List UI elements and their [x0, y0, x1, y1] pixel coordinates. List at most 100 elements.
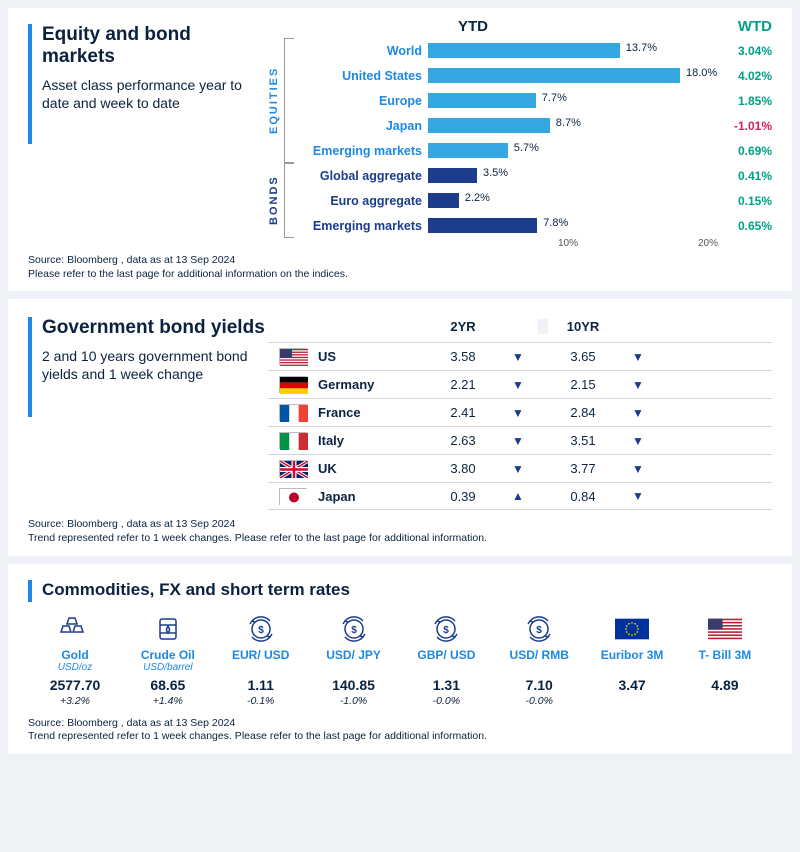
trend-arrow-icon: ▼ — [618, 462, 658, 476]
bracket-icon — [284, 38, 294, 163]
wtd-value: 0.41% — [712, 169, 772, 183]
yield-10yr: 2.84 — [548, 405, 618, 420]
svg-text:$: $ — [351, 625, 357, 636]
bar-value: 7.8% — [543, 217, 568, 229]
trend-arrow-icon: ▲ — [498, 489, 538, 503]
x-axis: 10% 20% — [428, 238, 708, 252]
card-value: 7.10 — [496, 677, 582, 693]
flag-icon — [268, 460, 318, 477]
table-row: Italy2.63▼3.51▼ — [268, 426, 772, 454]
card-name: Euribor 3M — [589, 648, 675, 662]
accent-bar — [28, 580, 32, 602]
flag-us-icon — [682, 614, 768, 644]
bar-track: 3.5% — [428, 168, 708, 183]
trend-arrow-icon: ▼ — [618, 350, 658, 364]
card-name: T- Bill 3M — [682, 648, 768, 662]
row-label: World — [298, 44, 428, 58]
row-label: Europe — [298, 94, 428, 108]
accent-bar — [28, 317, 32, 417]
flag-icon — [268, 376, 318, 393]
card-change: -0.0% — [403, 695, 489, 707]
fx-icon: $ — [311, 614, 397, 644]
svg-text:$: $ — [536, 625, 542, 636]
card-value: 3.47 — [589, 677, 675, 693]
wtd-value: 0.69% — [712, 144, 772, 158]
bar — [428, 168, 477, 183]
fx-icon: $ — [496, 614, 582, 644]
fx-icon: $ — [403, 614, 489, 644]
bar-row: Emerging markets7.8%0.65% — [298, 213, 772, 238]
flag-icon — [268, 348, 318, 365]
panel2-subtitle: 2 and 10 years government bond yields an… — [42, 347, 268, 383]
panel-equity-bond: Equity and bond markets Asset class perf… — [8, 8, 792, 291]
bar-value: 7.7% — [542, 92, 567, 104]
bar-value: 5.7% — [514, 142, 539, 154]
card-name: USD/ JPY — [311, 648, 397, 662]
accent-bar — [28, 24, 32, 144]
trend-arrow-icon: ▼ — [498, 350, 538, 364]
col-header-ytd: YTD — [458, 18, 488, 35]
card-name: GBP/ USD — [403, 648, 489, 662]
row-label: Emerging markets — [298, 144, 428, 158]
card-name: EUR/ USD — [218, 648, 304, 662]
yield-2yr: 3.80 — [428, 461, 498, 476]
card-value: 140.85 — [311, 677, 397, 693]
table-row: France2.41▼2.84▼ — [268, 398, 772, 426]
bar-track: 2.2% — [428, 193, 708, 208]
country-name: US — [318, 349, 428, 364]
bar — [428, 143, 508, 158]
commodity-card: T- Bill 3M 4.89 — [682, 614, 768, 707]
bar — [428, 118, 550, 133]
bar — [428, 43, 620, 58]
card-change: -0.1% — [218, 695, 304, 707]
card-value: 68.65 — [125, 677, 211, 693]
yield-10yr: 0.84 — [548, 489, 618, 504]
bar-track: 18.0% — [428, 68, 708, 83]
yield-10yr: 2.15 — [548, 377, 618, 392]
bar-value: 13.7% — [626, 42, 657, 54]
panel1-subtitle: Asset class performance year to date and… — [42, 76, 268, 112]
table-row: UK3.80▼3.77▼ — [268, 454, 772, 482]
yield-2yr: 2.21 — [428, 377, 498, 392]
gold-icon — [32, 614, 118, 644]
flag-eu-icon — [589, 614, 675, 644]
bar-track: 8.7% — [428, 118, 708, 133]
bar — [428, 218, 537, 233]
card-value: 2577.70 — [32, 677, 118, 693]
panel3-title: Commodities, FX and short term rates — [28, 580, 772, 600]
card-unit — [589, 662, 675, 673]
panel2-title: Government bond yields — [42, 317, 268, 339]
commodity-card: $GBP/ USD 1.31-0.0% — [403, 614, 489, 707]
flag-icon — [268, 404, 318, 421]
bar — [428, 193, 459, 208]
svg-text:$: $ — [258, 625, 264, 636]
card-value: 4.89 — [682, 677, 768, 693]
card-unit: USD/barrel — [125, 662, 211, 673]
yield-2yr: 3.58 — [428, 349, 498, 364]
bar-value: 2.2% — [465, 192, 490, 204]
card-change: +1.4% — [125, 695, 211, 707]
country-name: Italy — [318, 433, 428, 448]
yield-2yr: 0.39 — [428, 489, 498, 504]
group-label-equities: EQUITIES — [268, 38, 280, 163]
card-unit — [311, 662, 397, 673]
header-10yr: 10YR — [548, 319, 618, 334]
card-change — [589, 695, 675, 707]
row-label: United States — [298, 69, 428, 83]
trend-arrow-icon: ▼ — [498, 378, 538, 392]
bar-row: Japan8.7%-1.01% — [298, 113, 772, 138]
wtd-value: 0.15% — [712, 194, 772, 208]
panel-bond-yields: Government bond yields 2 and 10 years go… — [8, 299, 792, 555]
trend-arrow-icon: ▼ — [618, 378, 658, 392]
wtd-value: 4.02% — [712, 69, 772, 83]
bar — [428, 68, 680, 83]
card-unit — [218, 662, 304, 673]
panel3-footnote: Source: Bloomberg , data as at 13 Sep 20… — [28, 717, 772, 744]
bar-value: 8.7% — [556, 117, 581, 129]
bar-value: 3.5% — [483, 167, 508, 179]
yields-table: 2YR 10YR US3.58▼3.65▼Germany2.21▼2.15▼Fr… — [268, 315, 772, 510]
panel-commodities: Commodities, FX and short term rates Gol… — [8, 564, 792, 754]
trend-arrow-icon: ▼ — [618, 406, 658, 420]
country-name: France — [318, 405, 428, 420]
row-label: Emerging markets — [298, 219, 428, 233]
